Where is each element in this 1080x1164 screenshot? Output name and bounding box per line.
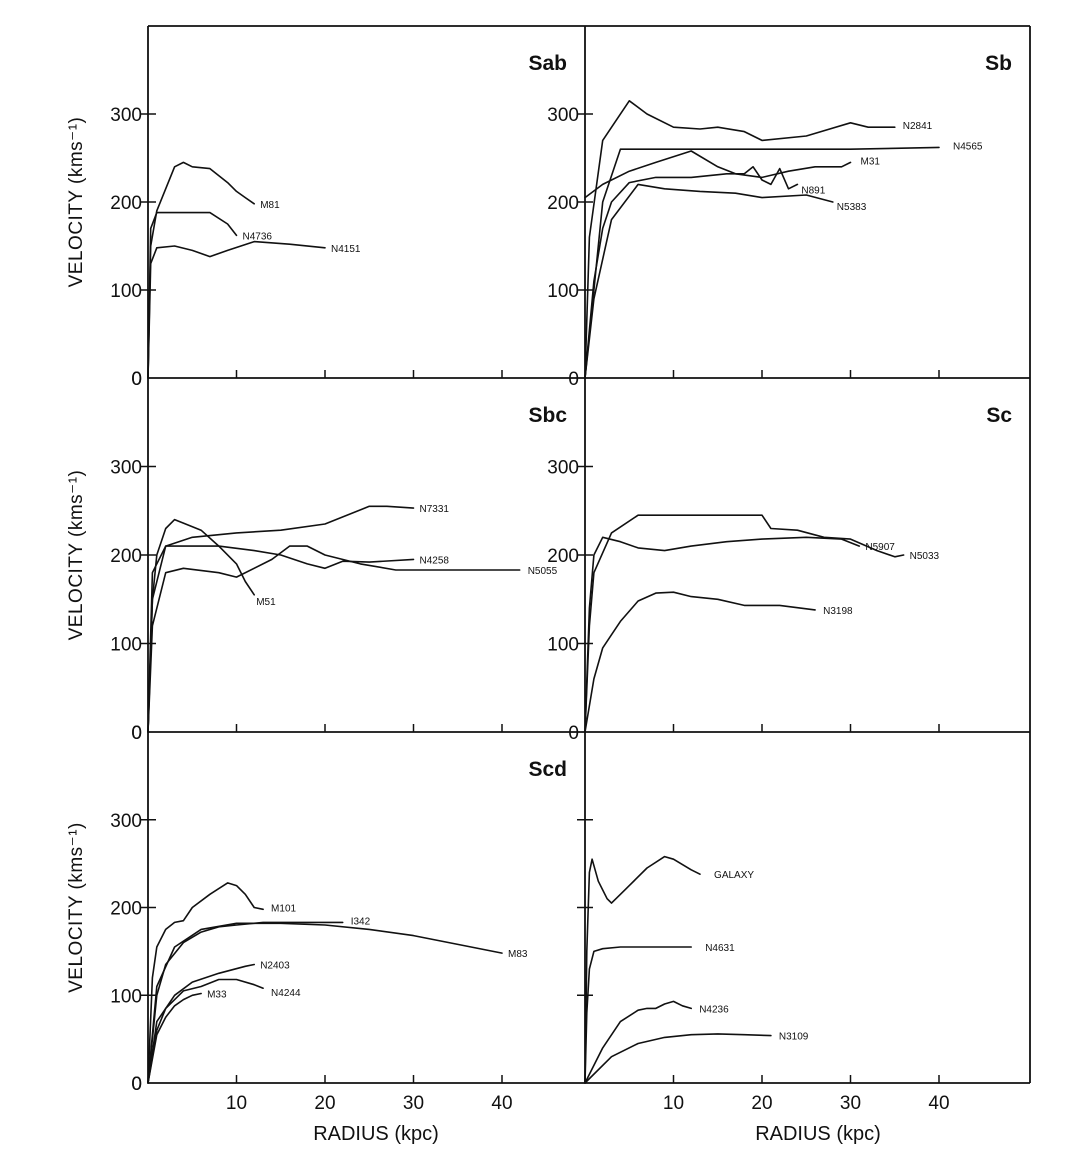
series-label-m51: M51 — [256, 597, 276, 608]
panel-title: Scd — [528, 758, 567, 781]
series-line-i342 — [147, 921, 344, 1084]
y-tick-label: 300 — [110, 105, 142, 126]
panel-title: Sb — [985, 52, 1012, 75]
series-label-m101: M101 — [271, 903, 296, 914]
y-tick-label: 300 — [547, 458, 579, 479]
y-tick-label: 300 — [110, 458, 142, 479]
series-line-n5383 — [584, 183, 834, 379]
x-tick-label: 40 — [491, 1093, 512, 1114]
x-axis-label: RADIUS (kpc) — [313, 1123, 439, 1145]
y-tick-label: 0 — [131, 369, 142, 390]
series-label-n2841: N2841 — [903, 121, 933, 132]
panel-title: Sc — [986, 404, 1012, 427]
series-line-m33 — [147, 992, 202, 1084]
y-axis-label: VELOCITY (kms⁻¹) — [66, 470, 87, 641]
series-label-n4631: N4631 — [705, 943, 735, 954]
y-tick-label: 100 — [110, 635, 142, 656]
series-line-galaxy — [584, 855, 701, 1084]
series-line-n3109 — [584, 1033, 772, 1084]
series-label-i342: I342 — [351, 916, 371, 927]
y-tick-label: 200 — [110, 899, 142, 920]
y-tick-label: 100 — [110, 281, 142, 302]
x-tick-label: 30 — [403, 1093, 424, 1114]
series-line-n7331 — [147, 505, 415, 733]
series-line-m83 — [147, 922, 503, 1084]
y-tick-label: 200 — [110, 193, 142, 214]
x-tick-label: 10 — [663, 1093, 684, 1114]
series-label-n3198: N3198 — [823, 606, 853, 617]
series-label-n4151: N4151 — [331, 244, 361, 255]
y-tick-label: 0 — [568, 723, 579, 744]
series-label-n4736: N4736 — [243, 231, 273, 242]
y-tick-label-zero: 0 — [131, 1074, 142, 1095]
panel-title: Sbc — [528, 404, 567, 427]
series-line-n5033 — [584, 514, 905, 733]
y-tick-label: 100 — [547, 635, 579, 656]
series-line-n3198 — [584, 591, 816, 733]
series-line-n4631 — [584, 946, 692, 1084]
y-tick-label: 100 — [110, 986, 142, 1007]
panel-title: Sab — [528, 52, 567, 75]
series-line-n2841 — [584, 100, 896, 379]
x-tick-label: 20 — [751, 1093, 772, 1114]
series-label-m31: M31 — [861, 156, 881, 167]
series-line-m101 — [147, 882, 264, 1084]
y-axis-label: VELOCITY (kms⁻¹) — [66, 117, 87, 288]
series-label-n5033: N5033 — [910, 551, 940, 562]
y-tick-label: 200 — [110, 546, 142, 567]
series-label-n5907: N5907 — [865, 542, 895, 553]
series-line-n5055 — [147, 545, 521, 733]
series-line-n2403 — [147, 963, 255, 1084]
series-line-n5907 — [584, 536, 861, 733]
x-tick-label: 30 — [840, 1093, 861, 1114]
series-line-n4565 — [584, 146, 940, 379]
series-line-m81 — [147, 161, 255, 379]
y-tick-label: 200 — [547, 546, 579, 567]
y-tick-label: 300 — [547, 105, 579, 126]
x-axis-label: RADIUS (kpc) — [755, 1123, 881, 1145]
series-label-n4565: N4565 — [953, 141, 983, 152]
y-tick-label: 0 — [568, 369, 579, 390]
series-line-m31 — [584, 150, 852, 199]
series-label-n5383: N5383 — [837, 202, 867, 213]
series-label-n7331: N7331 — [420, 504, 450, 515]
x-tick-label: 10 — [226, 1093, 247, 1114]
series-label-n5055: N5055 — [528, 566, 558, 577]
series-label-n2403: N2403 — [260, 961, 290, 972]
x-tick-label: 20 — [314, 1093, 335, 1114]
series-label-n4244: N4244 — [271, 988, 301, 999]
series-label-m83: M83 — [508, 949, 528, 960]
series-line-m51 — [147, 518, 255, 733]
series-label-n3109: N3109 — [779, 1032, 809, 1043]
y-tick-label: 0 — [131, 723, 142, 744]
series-label-n4236: N4236 — [699, 1004, 729, 1015]
y-axis-label: VELOCITY (kms⁻¹) — [66, 822, 87, 993]
panel-sc: 0 100 200 300 Sc N5907 N5033 N3198 — [547, 404, 1012, 744]
series-line-n4258 — [147, 545, 415, 733]
series-line-n4151 — [147, 240, 326, 379]
panel-scd: 0 100 200 300 10 20 30 40 Scd M101 I342 M83 N2403 N42… — [110, 758, 567, 1114]
series-label-n891: N891 — [801, 185, 825, 196]
y-tick-label: 200 — [547, 193, 579, 214]
series-label-m81: M81 — [260, 200, 280, 211]
series-label-n4258: N4258 — [420, 555, 450, 566]
panel-misc: 10 20 30 40 GALAXY N4631 N4236 N3109 — [577, 819, 950, 1114]
x-tick-label: 40 — [928, 1093, 949, 1114]
y-tick-label-zero: 0 — [131, 369, 142, 390]
series-label-galaxy: GALAXY — [714, 870, 754, 881]
series-line-n4236 — [584, 1000, 692, 1084]
y-tick-label-zero: 0 — [131, 723, 142, 744]
panel-sb: 0 100 200 300 Sb N2841 N4565 M31 N891 N5383 — [547, 52, 1012, 390]
series-line-n4736 — [147, 211, 238, 379]
y-tick-label: 0 — [131, 1074, 142, 1095]
series-label-m33: M33 — [207, 989, 227, 1000]
y-tick-label: 300 — [110, 811, 142, 832]
y-tick-label: 100 — [547, 281, 579, 302]
series-line-n4244 — [147, 978, 264, 1084]
series-line-n891 — [584, 166, 799, 379]
